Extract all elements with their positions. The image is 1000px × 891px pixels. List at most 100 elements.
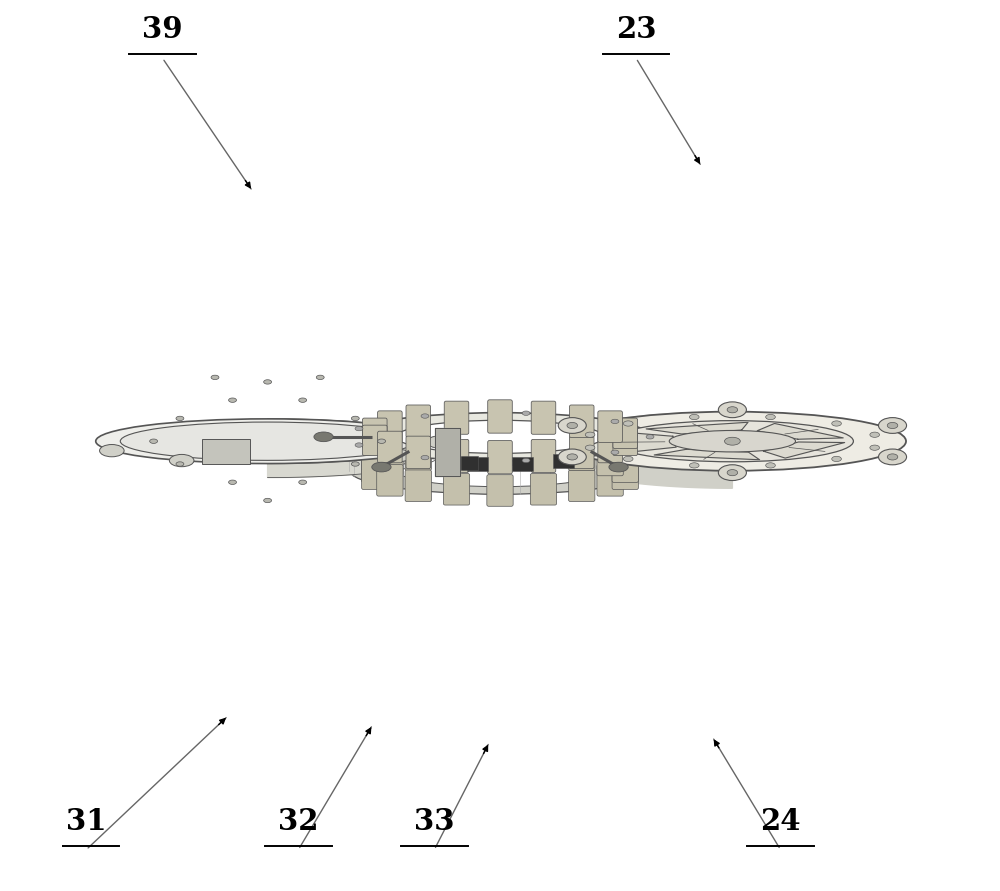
Ellipse shape: [611, 450, 619, 454]
FancyBboxPatch shape: [378, 431, 402, 462]
Polygon shape: [757, 423, 843, 439]
Ellipse shape: [150, 439, 158, 444]
Ellipse shape: [421, 413, 429, 418]
Polygon shape: [559, 412, 732, 488]
Ellipse shape: [611, 421, 853, 462]
FancyBboxPatch shape: [444, 401, 469, 434]
Ellipse shape: [766, 414, 775, 420]
FancyBboxPatch shape: [530, 473, 557, 505]
Ellipse shape: [623, 421, 633, 426]
FancyBboxPatch shape: [488, 400, 512, 433]
Ellipse shape: [397, 421, 603, 454]
FancyBboxPatch shape: [405, 470, 431, 502]
Ellipse shape: [522, 411, 530, 415]
Ellipse shape: [832, 456, 841, 462]
Ellipse shape: [718, 402, 746, 418]
FancyBboxPatch shape: [362, 451, 388, 482]
FancyBboxPatch shape: [613, 418, 637, 448]
FancyBboxPatch shape: [443, 473, 470, 505]
Text: 31: 31: [66, 807, 106, 836]
Ellipse shape: [558, 418, 586, 433]
Ellipse shape: [766, 462, 775, 468]
FancyBboxPatch shape: [597, 445, 623, 476]
FancyBboxPatch shape: [487, 475, 513, 506]
Ellipse shape: [264, 498, 272, 503]
FancyBboxPatch shape: [612, 458, 638, 489]
FancyBboxPatch shape: [487, 434, 513, 466]
Ellipse shape: [727, 406, 738, 413]
FancyBboxPatch shape: [598, 411, 622, 443]
Ellipse shape: [689, 462, 699, 468]
Text: 23: 23: [616, 15, 656, 44]
Ellipse shape: [355, 427, 363, 431]
Ellipse shape: [887, 422, 898, 429]
Ellipse shape: [646, 435, 654, 439]
Ellipse shape: [316, 375, 324, 380]
Ellipse shape: [724, 437, 740, 446]
Ellipse shape: [718, 465, 746, 480]
Ellipse shape: [351, 462, 359, 466]
FancyBboxPatch shape: [363, 425, 387, 455]
Ellipse shape: [314, 432, 333, 442]
FancyBboxPatch shape: [512, 456, 533, 470]
Ellipse shape: [832, 421, 841, 426]
FancyBboxPatch shape: [406, 405, 431, 437]
FancyBboxPatch shape: [569, 438, 595, 470]
Polygon shape: [202, 439, 250, 464]
Polygon shape: [268, 419, 439, 478]
Polygon shape: [631, 433, 676, 452]
Ellipse shape: [585, 432, 595, 437]
Ellipse shape: [887, 454, 898, 460]
Ellipse shape: [351, 416, 359, 421]
Ellipse shape: [689, 414, 699, 420]
Ellipse shape: [211, 375, 219, 380]
Polygon shape: [654, 449, 760, 460]
FancyBboxPatch shape: [362, 458, 388, 489]
Ellipse shape: [264, 380, 272, 384]
Ellipse shape: [299, 480, 307, 485]
FancyBboxPatch shape: [613, 425, 637, 455]
Ellipse shape: [870, 432, 880, 437]
FancyBboxPatch shape: [569, 470, 595, 502]
Ellipse shape: [176, 462, 184, 466]
Ellipse shape: [299, 398, 307, 403]
Ellipse shape: [387, 449, 412, 462]
Ellipse shape: [522, 458, 530, 462]
Ellipse shape: [609, 462, 628, 472]
Ellipse shape: [378, 439, 386, 444]
Ellipse shape: [567, 422, 578, 429]
FancyBboxPatch shape: [488, 440, 512, 474]
FancyBboxPatch shape: [467, 456, 488, 470]
Ellipse shape: [229, 480, 236, 485]
Polygon shape: [764, 442, 845, 458]
FancyBboxPatch shape: [378, 411, 402, 443]
Ellipse shape: [727, 470, 738, 476]
Ellipse shape: [349, 413, 651, 461]
Text: 39: 39: [142, 15, 183, 44]
Ellipse shape: [558, 449, 586, 465]
Ellipse shape: [585, 446, 595, 450]
FancyBboxPatch shape: [457, 456, 478, 470]
Ellipse shape: [611, 419, 619, 423]
Ellipse shape: [878, 418, 907, 433]
FancyBboxPatch shape: [405, 438, 431, 470]
Ellipse shape: [355, 443, 363, 447]
Text: 32: 32: [278, 807, 319, 836]
Ellipse shape: [421, 455, 429, 460]
Ellipse shape: [100, 445, 124, 457]
FancyBboxPatch shape: [553, 454, 574, 468]
FancyBboxPatch shape: [569, 437, 594, 469]
Ellipse shape: [176, 416, 184, 421]
Ellipse shape: [169, 454, 194, 467]
Ellipse shape: [229, 398, 236, 403]
Ellipse shape: [567, 454, 578, 460]
FancyBboxPatch shape: [406, 437, 431, 469]
FancyBboxPatch shape: [363, 418, 387, 448]
Ellipse shape: [96, 419, 439, 463]
Polygon shape: [435, 428, 460, 477]
FancyBboxPatch shape: [612, 451, 638, 482]
Polygon shape: [646, 422, 748, 434]
FancyBboxPatch shape: [377, 464, 403, 496]
Ellipse shape: [349, 446, 651, 495]
FancyBboxPatch shape: [444, 439, 469, 472]
